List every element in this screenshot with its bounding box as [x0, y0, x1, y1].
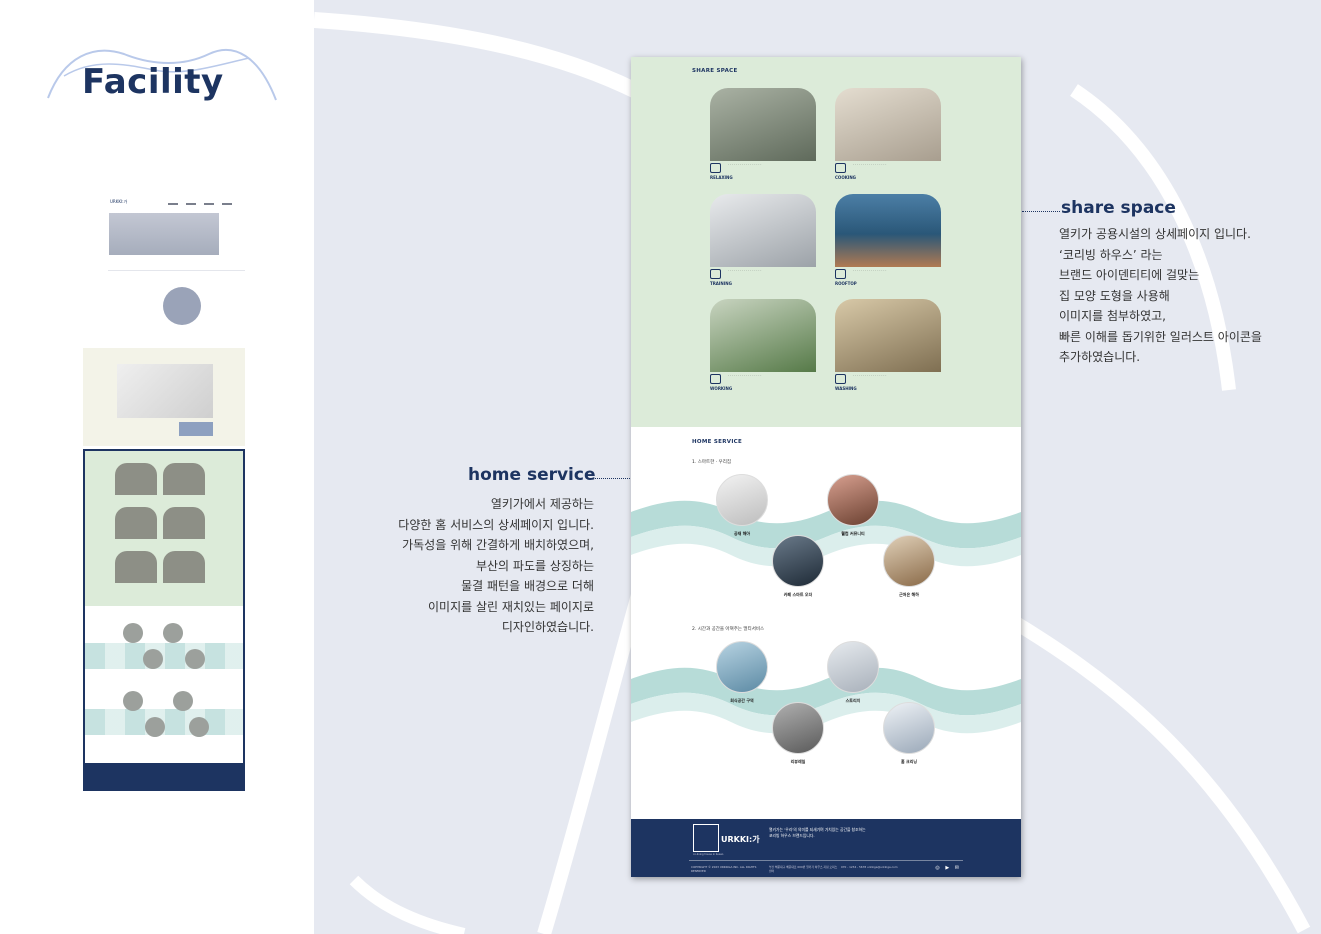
thumbnail-facility-page-selected[interactable]	[83, 449, 245, 791]
share-space-description: 열키가 공용시설의 상세페이지 입니다. ‘코리빙 하우스’ 라는 브랜드 아이…	[1059, 227, 1262, 364]
desk-icon	[710, 374, 721, 384]
share-space-label: SHARE SPACE	[692, 68, 738, 74]
share-card-rooftop: ROOFTOP · · · · · · · · · · · · · · · · ·	[835, 194, 941, 293]
share-photo	[710, 299, 816, 372]
service-photo	[772, 535, 824, 587]
share-photo	[710, 88, 816, 161]
thumb-room-image	[117, 364, 213, 418]
home-sub-title-2: 2. 시간과 공간을 아껴주는 멀티서비스	[692, 627, 765, 632]
social-icons[interactable]: ◎ ▶ ✉	[935, 865, 961, 871]
thumb-room-box	[179, 422, 213, 436]
share-card-working: WORKING · · · · · · · · · · · · · · · · ·	[710, 299, 816, 398]
home-service-section: HOME SERVICE 1. 스마트한 · 우리집 2. 시간과 공간을 아껴…	[631, 427, 1021, 819]
share-space-title: share space	[1061, 198, 1176, 218]
share-photo	[835, 194, 941, 267]
service-photo	[883, 535, 935, 587]
title-wave-decoration	[47, 49, 277, 101]
home-service-label: HOME SERVICE	[692, 439, 743, 445]
share-space-section: SHARE SPACE RELAXING · · · · · · · · · · …	[631, 57, 1021, 427]
service-photo	[716, 641, 768, 693]
home-service-description: 열키가에서 제공하는 다양한 홈 서비스의 상세페이지 입니다. 가독성을 위해…	[398, 497, 594, 634]
share-photo	[835, 299, 941, 372]
service-photo	[827, 474, 879, 526]
page-title: Facility	[82, 62, 224, 102]
thumbnail-room-page[interactable]	[83, 348, 245, 446]
sofa-icon	[710, 163, 721, 173]
thumb-nav	[168, 203, 240, 205]
brand-logo	[693, 824, 719, 852]
service-photo	[827, 641, 879, 693]
mockup-footer: URKKI:가 co-living house in busan 열키가는 '우…	[631, 819, 1021, 877]
thumb-wave-1	[85, 643, 243, 669]
facility-page-mockup: SHARE SPACE RELAXING · · · · · · · · · · …	[631, 57, 1021, 877]
home-pointer-line	[592, 478, 630, 479]
share-card-washing: WASHING · · · · · · · · · · · · · · · · ·	[835, 299, 941, 398]
footer-description: 열키가는 '우리'의 의미를 되새기며 가치있는 공간을 창조하는 코리빙 하우…	[769, 827, 866, 838]
thumbnail-main-page[interactable]: URKKI:가	[108, 195, 245, 265]
share-photo	[835, 88, 941, 161]
service-photo	[716, 474, 768, 526]
thumbnail-floor-page[interactable]	[108, 270, 245, 342]
thumb-hero	[109, 213, 219, 255]
share-pointer-line	[1022, 211, 1060, 212]
thumb-share-section	[85, 451, 243, 606]
footer-copyright: COPYRIGHT © 2023 URKKIGA INC. ALL RIGHTS…	[691, 865, 757, 873]
thumb-footer	[85, 763, 243, 789]
share-card-cooking: COOKING · · · · · · · · · · · · · · · · ·	[835, 88, 941, 187]
footer-brand: URKKI:가	[721, 835, 760, 844]
thumb-brand: URKKI:가	[110, 199, 128, 204]
cooking-icon	[835, 163, 846, 173]
washing-icon	[835, 374, 846, 384]
footer-tagline: co-living house in busan	[693, 853, 724, 856]
footer-divider	[689, 860, 963, 861]
home-sub-title-1: 1. 스마트한 · 우리집	[692, 460, 731, 465]
thumb-floor-circle	[163, 287, 201, 325]
share-card-relaxing: RELAXING · · · · · · · · · · · · · · · · …	[710, 88, 816, 187]
footer-contact: 070 - 1234 - 5678 urkkiga@urkkiga.com	[841, 865, 898, 869]
service-photo	[772, 702, 824, 754]
share-card-training: TRAINING · · · · · · · · · · · · · · · · …	[710, 194, 816, 293]
footer-address: 부산 해운대구 해운대로 000번 열키가 하우스 지점 오피스센터	[769, 865, 838, 873]
dumbbell-icon	[710, 269, 721, 279]
rooftop-icon	[835, 269, 846, 279]
thumb-share-grid	[115, 463, 215, 595]
service-photo	[883, 702, 935, 754]
share-photo	[710, 194, 816, 267]
home-service-title: home service	[468, 465, 596, 485]
